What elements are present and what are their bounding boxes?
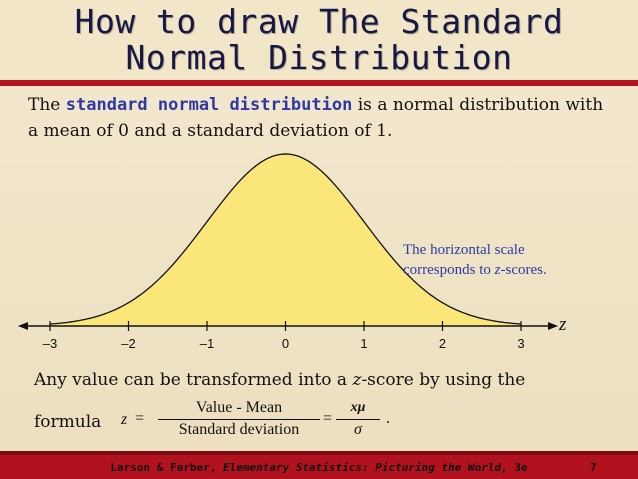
footer-edition: 3e — [507, 461, 528, 474]
formula-sigma: σ — [354, 421, 362, 438]
tick-label: –3 — [42, 336, 58, 351]
caption-line-2: corresponds to z-scores. — [403, 260, 613, 280]
intro-text: The standard normal distribution is a no… — [28, 92, 618, 144]
tick-label: –1 — [199, 336, 215, 351]
slide-title-line-1: How to draw The Standard — [74, 2, 564, 41]
footer-strip — [0, 451, 638, 455]
footer-bar — [0, 451, 638, 479]
page-number: 7 — [590, 461, 597, 474]
footer-book: Elementary Statistics: Picturing the Wor… — [222, 461, 508, 474]
tick-label: 0 — [281, 336, 290, 351]
paragraph-z: z — [352, 370, 362, 390]
axis-arrow-right-icon — [548, 322, 558, 330]
scale-caption: The horizontal scale corresponds to z-sc… — [403, 240, 613, 280]
caption-line-2-z: z — [494, 262, 501, 278]
formula-word: formula — [34, 412, 102, 432]
footer-citation: Larson & Farber, Elementary Statistics: … — [0, 461, 638, 474]
caption-line-2-prefix: corresponds to — [403, 262, 495, 278]
formula-numerator-symbols: xμ — [340, 400, 376, 416]
formula-x: x — [350, 400, 358, 415]
paragraph-prefix: Any value can be transformed into a — [34, 370, 353, 390]
tick-label: –2 — [121, 336, 136, 351]
tick-label: 1 — [360, 336, 368, 351]
formula-fraction-bar-1 — [158, 419, 320, 420]
tick-label: 2 — [438, 336, 447, 351]
axis-ticks — [49, 321, 522, 331]
intro-suffix: is a normal distribution with a mean of … — [28, 95, 604, 141]
normal-curve-area — [50, 154, 521, 326]
title-divider — [0, 80, 638, 86]
footer-authors: Larson & Farber, — [110, 461, 223, 474]
axis-arrow-left-icon — [18, 322, 28, 330]
paragraph-suffix: -score by using the — [361, 370, 526, 390]
formula-equals-1: = — [135, 410, 145, 427]
caption-line-2-suffix: -scores. — [500, 262, 547, 278]
formula-period: . — [386, 410, 390, 427]
tick-label: 3 — [517, 336, 525, 351]
z-axis-label: z — [559, 314, 567, 335]
caption-line-1: The horizontal scale — [403, 242, 525, 258]
formula-numerator-words: Value - Mean — [195, 399, 283, 416]
formula-mu: μ — [357, 400, 366, 415]
title-bar: How to draw The Standard Normal Distribu… — [0, 0, 638, 84]
intro-term: standard normal distribution — [65, 95, 353, 115]
normal-curve-line — [49, 153, 522, 325]
slide-title-line-2: Normal Distribution — [125, 38, 513, 77]
transform-paragraph: Any value can be transformed into a z-sc… — [34, 370, 525, 390]
formula-denominator-words: Standard deviation — [178, 421, 300, 438]
intro-prefix: The — [28, 95, 66, 115]
formula-equals-2: = — [323, 410, 333, 427]
formula-fraction-bar-2 — [336, 419, 380, 420]
formula-z: z — [121, 411, 128, 428]
